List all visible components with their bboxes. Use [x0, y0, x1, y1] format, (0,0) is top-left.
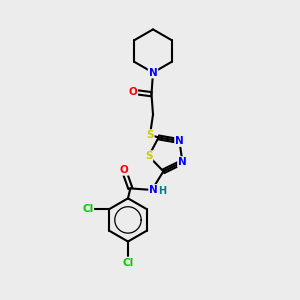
Text: N: N [148, 68, 158, 78]
Text: N: N [178, 157, 187, 167]
Text: Cl: Cl [122, 257, 134, 268]
Text: O: O [128, 87, 137, 97]
Text: Cl: Cl [82, 204, 93, 214]
Text: S: S [145, 151, 152, 161]
Text: H: H [158, 186, 166, 197]
Text: S: S [146, 130, 154, 140]
Text: N: N [149, 185, 158, 195]
Text: N: N [175, 136, 184, 146]
Text: O: O [119, 165, 128, 175]
